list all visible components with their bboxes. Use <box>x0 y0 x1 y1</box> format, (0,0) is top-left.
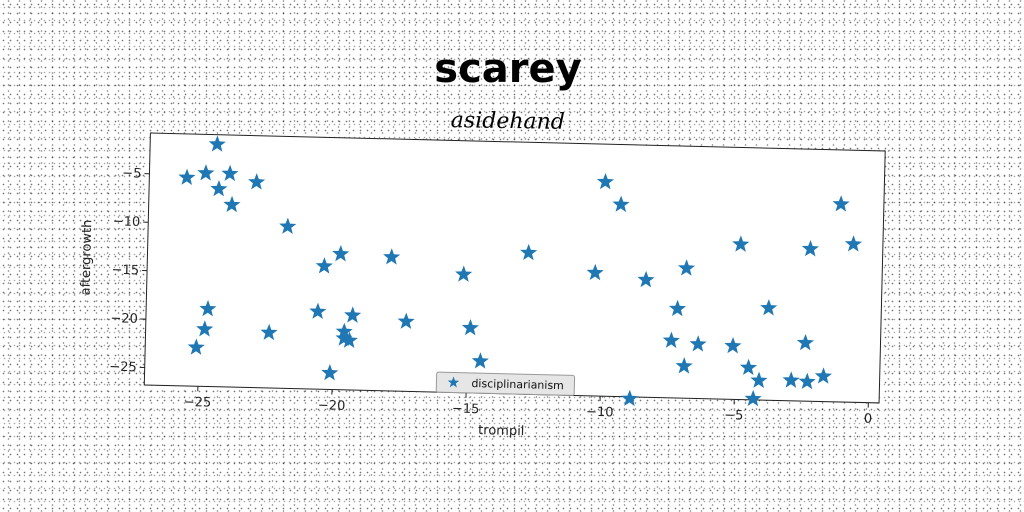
data-point-star <box>187 338 205 355</box>
data-point-star <box>178 168 196 185</box>
data-point-star <box>844 235 863 252</box>
data-point-star <box>796 333 815 351</box>
data-point-star <box>309 302 327 320</box>
data-point-star <box>782 371 800 388</box>
x-tick-label: −10 <box>586 405 614 421</box>
data-point-star <box>248 173 266 190</box>
x-tick-label: −20 <box>318 398 346 414</box>
data-point-star <box>798 372 816 390</box>
data-point-star <box>612 195 630 213</box>
data-point-star <box>724 337 742 354</box>
y-axis-ticks: −5 −10 −15 −20 −25 <box>109 166 150 376</box>
data-point-star <box>196 320 214 337</box>
data-point-star <box>677 259 696 276</box>
x-tick-label: −25 <box>184 395 212 411</box>
data-point-star <box>596 172 615 190</box>
data-point-star <box>199 299 217 317</box>
data-point-star <box>732 235 750 252</box>
chart-title: scarey <box>434 46 581 92</box>
data-point-star <box>750 371 768 389</box>
plot-group: −25 −20 −15 −10 −5 0 −5 −10 −15 −20 −25 trompil a… <box>78 132 886 439</box>
y-tick-label: −10 <box>113 214 141 230</box>
data-point-star <box>197 164 215 181</box>
data-point-star <box>814 367 832 384</box>
y-axis-label: aftergrowth <box>78 219 95 295</box>
data-point-star <box>637 270 655 288</box>
data-point-star <box>208 135 226 152</box>
data-point-star <box>675 357 693 374</box>
data-point-star <box>832 195 850 212</box>
data-point-star <box>471 352 489 369</box>
y-tick-label: −20 <box>110 311 138 327</box>
data-point-star <box>801 240 819 257</box>
data-point-star <box>344 306 362 323</box>
legend-label: disciplinarianism <box>471 377 564 392</box>
y-tick-label: −15 <box>111 263 139 279</box>
data-point-star <box>744 389 762 407</box>
x-tick-label: −15 <box>452 402 480 418</box>
legend: disciplinarianism <box>435 371 576 396</box>
data-point-star <box>586 263 604 281</box>
legend-box <box>435 371 576 396</box>
plot-area <box>143 132 886 404</box>
points-layer <box>178 135 863 407</box>
data-point-star <box>260 323 278 341</box>
data-point-star <box>455 265 473 282</box>
data-point-star <box>383 248 401 265</box>
x-axis-ticks: −25 −20 −15 −10 −5 0 <box>184 386 873 427</box>
data-point-star <box>279 217 297 234</box>
data-point-star <box>221 164 239 182</box>
data-point-star <box>520 243 538 261</box>
x-tick-label: 0 <box>864 412 873 427</box>
data-point-star <box>315 257 333 274</box>
data-point-star <box>223 195 241 213</box>
data-point-star <box>340 331 358 348</box>
data-point-star <box>621 389 639 407</box>
data-point-star <box>397 312 415 329</box>
data-point-star <box>760 299 778 316</box>
data-point-star <box>332 245 350 262</box>
y-tick-label: −5 <box>122 166 142 181</box>
data-point-star <box>461 318 479 336</box>
data-point-star <box>210 180 228 197</box>
data-point-star <box>662 331 680 349</box>
chart-subtitle: asidehand <box>451 108 565 135</box>
data-point-star <box>739 358 758 376</box>
x-axis-label: trompil <box>478 423 525 439</box>
x-tick-label: −5 <box>724 408 744 423</box>
legend-star-icon <box>447 376 460 388</box>
y-tick-label: −25 <box>109 360 137 376</box>
data-point-star <box>689 335 707 352</box>
data-point-star <box>668 299 687 317</box>
data-point-star <box>321 364 339 381</box>
